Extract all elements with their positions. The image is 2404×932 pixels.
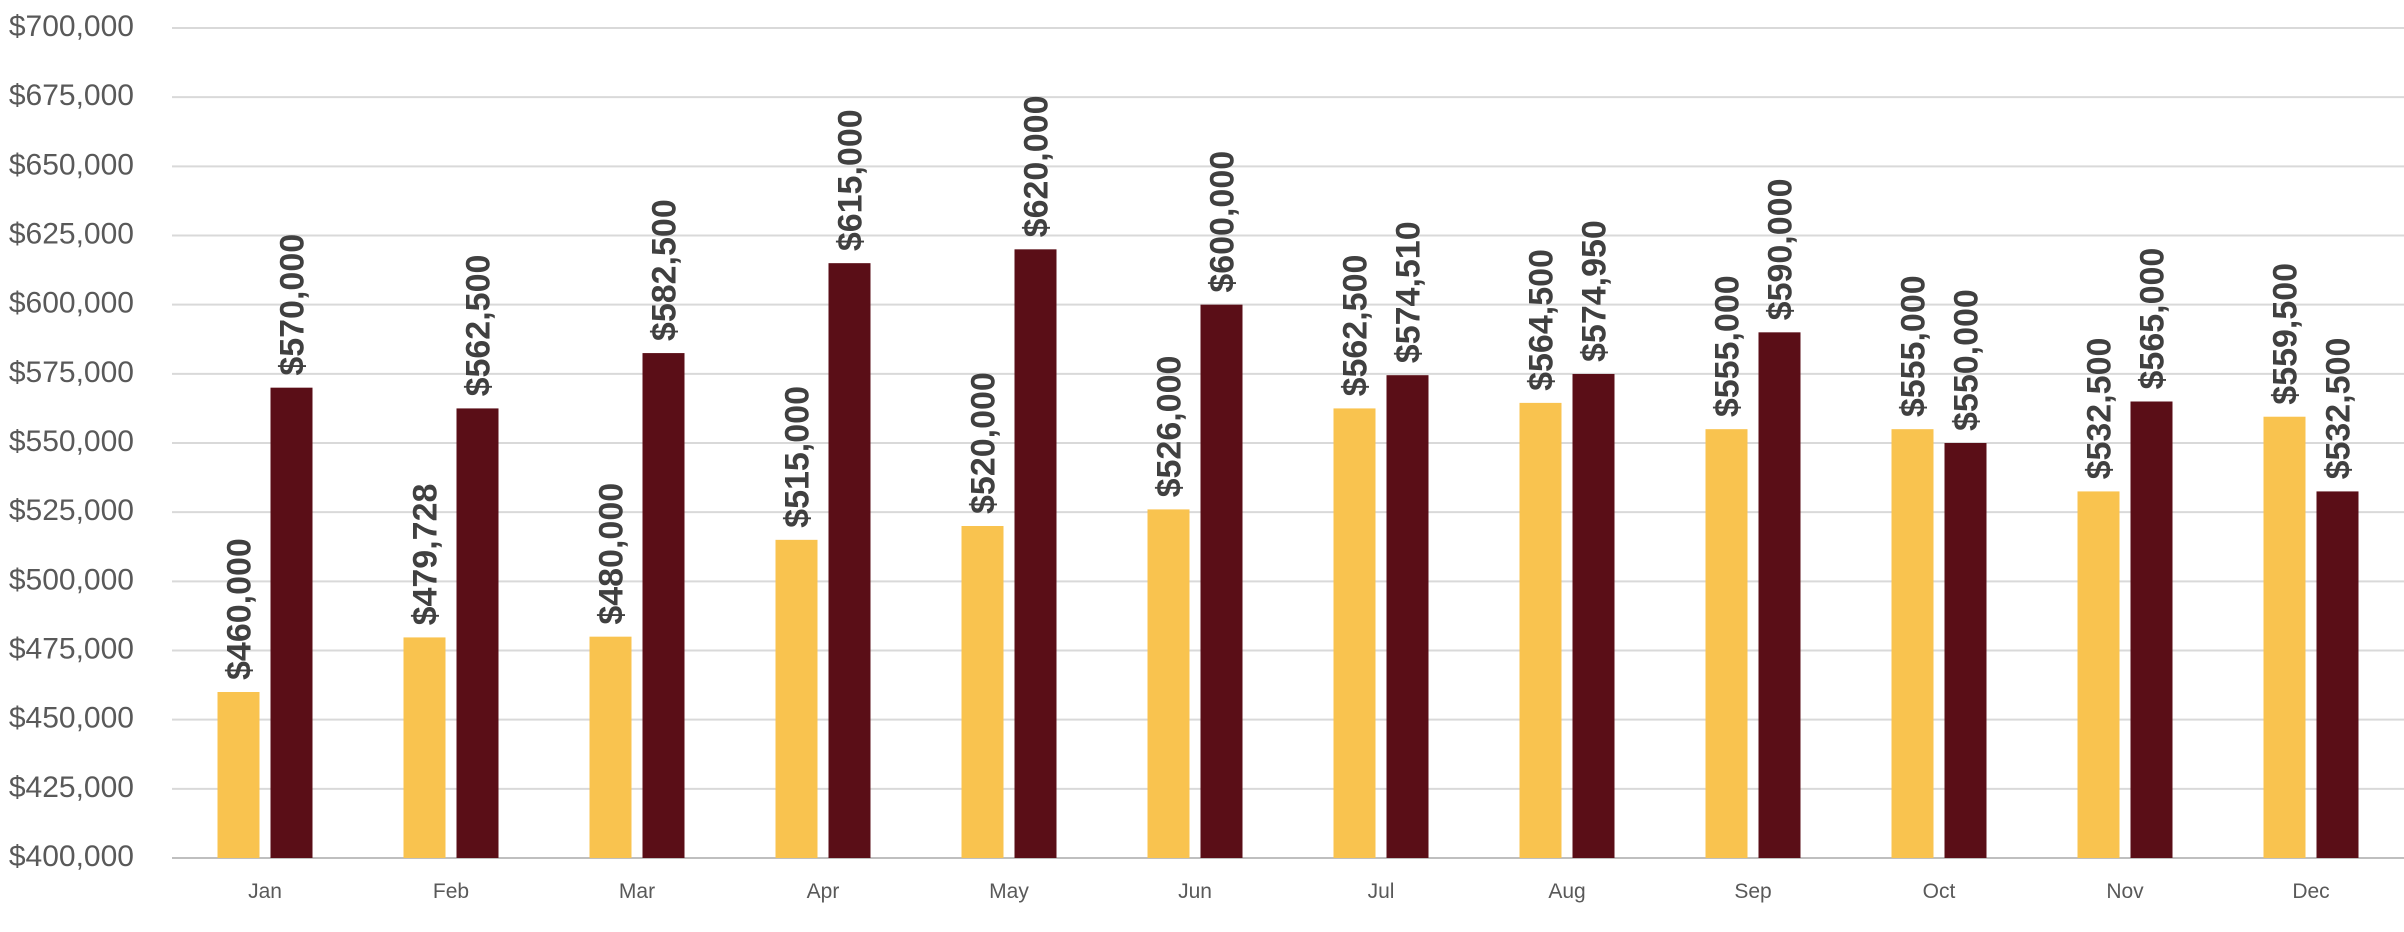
x-tick-label-dec: Dec: [2292, 880, 2329, 903]
bar-series-2-jan: [270, 387, 313, 858]
data-label-series-2-aug: $574,950: [1576, 220, 1614, 362]
y-tick-label: $550,000: [9, 425, 134, 458]
bar-series-2-apr: [828, 263, 871, 859]
x-tick-label-mar: Mar: [619, 880, 655, 903]
y-tick-label: $650,000: [9, 148, 134, 181]
data-label-series-1-may: $520,000: [965, 372, 1003, 514]
y-tick-label: $425,000: [9, 771, 134, 804]
bar-series-1-nov: [2077, 491, 2120, 858]
data-label-series-1-jun: $526,000: [1151, 356, 1189, 498]
x-axis-tick-labels: Jan Feb Mar Apr May Jun Jul Aug Sep Oct Nov Dec: [248, 880, 2330, 903]
bar-series-2-may: [1014, 249, 1057, 859]
y-tick-label: $700,000: [9, 10, 134, 43]
bar-series-1-feb: [403, 637, 446, 858]
x-tick-label-feb: Feb: [433, 880, 469, 903]
bar-series-2-oct: [1944, 443, 1987, 858]
x-tick-label-apr: Apr: [807, 880, 840, 903]
bar-series-2-jul: [1386, 375, 1429, 858]
bars: [217, 249, 2359, 859]
data-label-series-1-sep: $555,000: [1709, 275, 1747, 417]
y-tick-label: $450,000: [9, 702, 134, 735]
bar-series-2-dec: [2316, 491, 2359, 858]
x-tick-label-sep: Sep: [1734, 880, 1771, 903]
bar-series-2-jun: [1200, 304, 1243, 859]
bar-series-1-apr: [775, 539, 818, 858]
data-label-series-2-jan: $570,000: [274, 234, 312, 376]
y-tick-label: $600,000: [9, 287, 134, 320]
data-label-series-1-oct: $555,000: [1895, 275, 1933, 417]
bar-series-2-mar: [642, 353, 685, 858]
bar-series-2-sep: [1758, 332, 1801, 858]
bar-series-1-mar: [589, 636, 632, 858]
gridlines: [172, 27, 2404, 859]
bar-series-2-nov: [2130, 401, 2173, 858]
data-label-series-2-jul: $574,510: [1390, 221, 1428, 363]
data-label-series-2-mar: $582,500: [646, 199, 684, 341]
x-tick-label-jun: Jun: [1178, 880, 1212, 903]
bar-series-2-aug: [1572, 373, 1615, 858]
data-label-series-2-apr: $615,000: [832, 109, 870, 251]
data-label-series-2-nov: $565,000: [2134, 248, 2172, 390]
data-labels: $460,000 $570,000 $479,728 $562,500 $480,000…: [221, 96, 2358, 680]
x-tick-label-jul: Jul: [1368, 880, 1395, 903]
x-tick-label-aug: Aug: [1548, 880, 1585, 903]
y-axis-tick-labels: $400,000 $425,000 $450,000 $475,000 $500,000…: [9, 10, 134, 873]
data-label-series-2-dec: $532,500: [2320, 338, 2358, 480]
bar-series-1-oct: [1891, 429, 1934, 858]
data-label-series-2-sep: $590,000: [1762, 179, 1800, 321]
y-tick-label: $400,000: [9, 840, 134, 873]
x-tick-label-nov: Nov: [2106, 880, 2144, 903]
bar-series-1-may: [961, 526, 1004, 858]
x-tick-label-may: May: [989, 880, 1029, 903]
x-tick-label-oct: Oct: [1923, 880, 1956, 903]
bar-series-1-jan: [217, 692, 260, 858]
data-label-series-1-nov: $532,500: [2081, 338, 2119, 480]
y-tick-label: $575,000: [9, 356, 134, 389]
data-label-series-1-jul: $562,500: [1337, 255, 1375, 397]
y-tick-label: $625,000: [9, 217, 134, 250]
y-tick-label: $500,000: [9, 563, 134, 596]
data-label-series-1-dec: $559,500: [2267, 263, 2305, 405]
data-label-series-1-feb: $479,728: [407, 484, 445, 626]
y-tick-label: $525,000: [9, 494, 134, 527]
data-label-series-1-jan: $460,000: [221, 538, 259, 680]
data-label-series-2-may: $620,000: [1018, 96, 1056, 238]
data-label-series-2-feb: $562,500: [460, 255, 498, 397]
data-label-series-1-apr: $515,000: [779, 386, 817, 528]
y-tick-label: $675,000: [9, 79, 134, 112]
data-label-series-2-oct: $550,000: [1948, 289, 1986, 431]
y-tick-label: $475,000: [9, 632, 134, 665]
x-tick-label-jan: Jan: [248, 880, 282, 903]
bar-series-1-jun: [1147, 509, 1190, 858]
data-label-series-2-jun: $600,000: [1204, 151, 1242, 293]
bar-series-1-aug: [1519, 402, 1562, 858]
bar-series-1-jul: [1333, 408, 1376, 858]
bar-series-1-dec: [2263, 416, 2306, 858]
data-label-series-1-mar: $480,000: [593, 483, 631, 625]
data-label-series-1-aug: $564,500: [1523, 249, 1561, 391]
bar-series-2-feb: [456, 408, 499, 858]
bar-series-1-sep: [1705, 429, 1748, 858]
